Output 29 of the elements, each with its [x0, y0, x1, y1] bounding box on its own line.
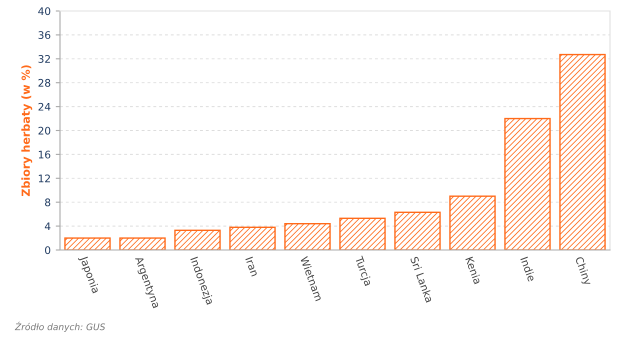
y-axis-title: Zbiory herbaty (w %) — [21, 65, 32, 196]
x-tick-label: Kenia — [465, 256, 482, 284]
bar — [504, 118, 551, 250]
bar — [394, 212, 441, 250]
bar — [284, 223, 331, 250]
x-tick-label: Indie — [520, 256, 536, 282]
y-tick-label: 0 — [45, 246, 50, 254]
text: Źródło danych: GUS — [14, 322, 106, 332]
y-tick-label: 20 — [38, 126, 50, 135]
bar — [119, 237, 166, 250]
x-tick-label: Turcja — [353, 256, 373, 287]
y-tick-label: 12 — [38, 174, 50, 182]
y-tick-label: 32 — [38, 55, 50, 63]
bar — [229, 226, 276, 250]
bar — [559, 54, 606, 250]
y-tick-label: 40 — [38, 7, 50, 16]
y-tick-label: 16 — [38, 150, 50, 159]
bar — [449, 196, 496, 250]
y-tick-label: 4 — [44, 222, 50, 230]
bar — [64, 237, 111, 250]
bar — [339, 218, 386, 250]
y-tick-label: 24 — [38, 102, 50, 111]
y-tick-label: 28 — [38, 78, 50, 87]
bar — [174, 230, 221, 250]
x-tick-label: Iran — [245, 256, 259, 277]
y-tick-label: 36 — [38, 31, 50, 40]
x-tick-label: Sri Lanka — [410, 256, 434, 303]
x-tick-label: Chiny — [573, 256, 592, 286]
y-tick-label: 8 — [45, 198, 50, 206]
